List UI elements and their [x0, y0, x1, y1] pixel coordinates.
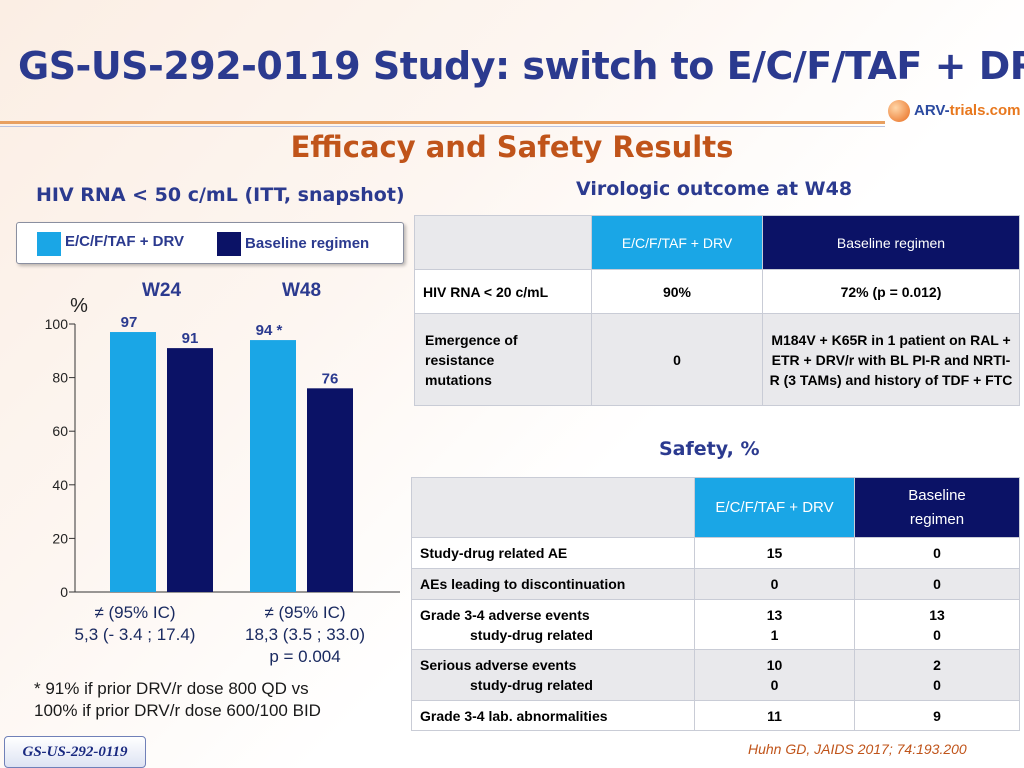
arv-trials-logo: ARV-trials.com: [888, 98, 1016, 124]
logo-icon: [888, 100, 910, 122]
data-label: 94 *: [256, 322, 283, 339]
virologic-header-baseline: Baseline regimen: [763, 216, 1020, 270]
difference-annotation: p = 0.004: [269, 647, 340, 666]
safety-row-label: Serious adverse events study-drug relate…: [412, 650, 695, 701]
table-row: AEs leading to discontinuation 0 0: [412, 569, 1020, 600]
reference-citation: Huhn GD, JAIDS 2017; 74:193.200: [748, 741, 967, 757]
safety-row-title: Serious adverse events: [420, 655, 686, 675]
safety-cell-baseline: 9: [855, 701, 1020, 731]
logo-text-domain: .com: [985, 102, 1020, 119]
difference-annotation: 18,3 (3.5 ; 33.0): [245, 625, 365, 644]
safety-row-title: Grade 3-4 adverse events: [420, 605, 686, 625]
safety-cell-etaf: 15: [695, 538, 855, 569]
safety-table: E/C/F/TAF + DRV Baseline regimen Study-d…: [411, 477, 1020, 731]
virologic-cell-baseline: M184V + K65R in 1 patient on RAL + ETR +…: [763, 314, 1020, 406]
bar-w24-baseline: [167, 348, 213, 592]
legend-label-baseline: Baseline regimen: [245, 235, 369, 252]
virologic-cell-etaf: 0: [592, 314, 763, 406]
legend-label-etaf: E/C/F/TAF + DRV: [65, 233, 184, 250]
virologic-header-blank: [415, 216, 592, 270]
virologic-section-title: Virologic outcome at W48: [576, 178, 852, 200]
y-tick-label: 20: [52, 530, 68, 546]
difference-annotation: ≠ (95% IC): [264, 603, 345, 622]
safety-value: 10: [703, 655, 846, 675]
safety-cell-etaf: 0: [695, 569, 855, 600]
y-tick-label: 100: [45, 316, 69, 332]
virologic-cell-baseline: 72% (p = 0.012): [763, 270, 1020, 314]
chart-section-title: HIV RNA < 50 c/mL (ITT, snapshot): [36, 184, 405, 206]
data-label: 97: [121, 314, 138, 331]
safety-value-sub: 1: [703, 625, 846, 645]
chart-legend: E/C/F/TAF + DRV Baseline regimen: [16, 222, 404, 264]
logo-text-accent: trials: [950, 102, 986, 119]
virologic-row-label: HIV RNA < 20 c/mL: [415, 270, 592, 314]
data-label: 91: [182, 330, 199, 347]
safety-section-title: Safety, %: [659, 438, 760, 460]
safety-row-subtitle: study-drug related: [420, 675, 686, 695]
safety-value-sub: 0: [863, 675, 1011, 695]
footnote-line-2: 100% if prior DRV/r dose 600/100 BID: [34, 700, 321, 722]
safety-row-subtitle: study-drug related: [420, 625, 686, 645]
safety-row-label: Study-drug related AE: [412, 538, 695, 569]
bar-w24-etaf: [110, 332, 156, 592]
safety-value-sub: 0: [703, 675, 846, 695]
safety-value: 13: [703, 605, 846, 625]
table-row: Grade 3-4 lab. abnormalities 11 9: [412, 701, 1020, 731]
title-divider: [0, 121, 885, 124]
page-title: GS-US-292-0119 Study: switch to E/C/F/TA…: [18, 44, 1024, 88]
safety-cell-baseline: 0: [855, 538, 1020, 569]
slide-subtitle: Efficacy and Safety Results: [0, 130, 1024, 164]
safety-value: 13: [863, 605, 1011, 625]
bar-w48-baseline: [307, 388, 353, 592]
table-row: Grade 3-4 adverse events study-drug rela…: [412, 600, 1020, 650]
bar-w48-etaf: [250, 340, 296, 592]
safety-cell-baseline: 0: [855, 569, 1020, 600]
safety-cell-etaf: 13 1: [695, 600, 855, 650]
legend-swatch-etaf: [37, 232, 61, 256]
safety-cell-baseline: 13 0: [855, 600, 1020, 650]
safety-header-etaf: E/C/F/TAF + DRV: [695, 478, 855, 538]
safety-header-baseline: Baseline regimen: [855, 478, 1020, 538]
category-label-w48: W48: [282, 280, 321, 301]
safety-value-sub: 0: [863, 625, 1011, 645]
difference-annotation: ≠ (95% IC): [94, 603, 175, 622]
virologic-row-label: Emergence of resistance mutations: [415, 314, 592, 406]
data-label: 76: [322, 370, 339, 387]
y-tick-label: 60: [52, 423, 68, 439]
study-badge: GS-US-292-0119: [4, 736, 146, 768]
virologic-table: E/C/F/TAF + DRV Baseline regimen HIV RNA…: [414, 215, 1020, 406]
safety-row-label: AEs leading to discontinuation: [412, 569, 695, 600]
y-axis-label: %: [70, 295, 88, 317]
safety-cell-etaf: 10 0: [695, 650, 855, 701]
table-row: HIV RNA < 20 c/mL 90% 72% (p = 0.012): [415, 270, 1020, 314]
y-tick-label: 0: [60, 584, 68, 600]
safety-cell-etaf: 11: [695, 701, 855, 731]
legend-swatch-baseline: [217, 232, 241, 256]
table-row: Study-drug related AE 15 0: [412, 538, 1020, 569]
virologic-header-etaf: E/C/F/TAF + DRV: [592, 216, 763, 270]
table-row: Serious adverse events study-drug relate…: [412, 650, 1020, 701]
y-tick-label: 40: [52, 477, 68, 493]
table-row: Emergence of resistance mutations 0 M184…: [415, 314, 1020, 406]
difference-annotation: 5,3 (- 3.4 ; 17.4): [75, 625, 196, 644]
safety-value: 2: [863, 655, 1011, 675]
safety-cell-baseline: 2 0: [855, 650, 1020, 701]
footnote-line-1: * 91% if prior DRV/r dose 800 QD vs: [34, 678, 321, 700]
category-label-w24: W24: [142, 280, 182, 301]
safety-row-label: Grade 3-4 lab. abnormalities: [412, 701, 695, 731]
safety-row-label: Grade 3-4 adverse events study-drug rela…: [412, 600, 695, 650]
virologic-cell-etaf: 90%: [592, 270, 763, 314]
safety-header-blank: [412, 478, 695, 538]
logo-text: ARV-: [914, 102, 950, 119]
y-tick-label: 80: [52, 370, 68, 386]
title-divider-thin: [0, 126, 885, 127]
chart-footnote: * 91% if prior DRV/r dose 800 QD vs 100%…: [34, 678, 321, 722]
